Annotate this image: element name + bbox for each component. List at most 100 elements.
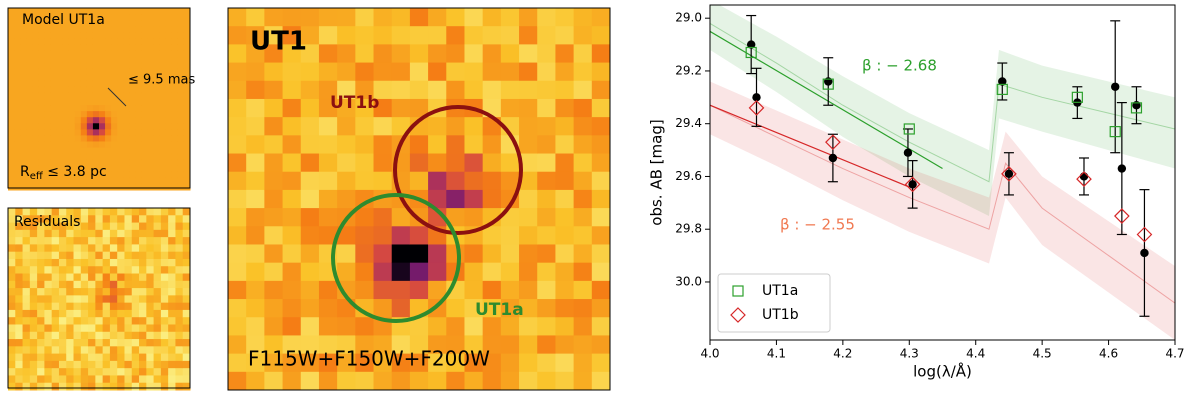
- pixel: [409, 80, 429, 100]
- pixel: [129, 20, 136, 27]
- pixel: [62, 92, 70, 100]
- pixel: [50, 8, 58, 15]
- pixel: [183, 8, 191, 15]
- pixel: [58, 208, 67, 216]
- pixel: [111, 117, 118, 124]
- pixel: [20, 129, 27, 136]
- pixel: [99, 56, 106, 64]
- pixel: [117, 165, 124, 173]
- pixel: [177, 8, 185, 15]
- pixel: [141, 129, 149, 136]
- pixel: [80, 159, 88, 167]
- pixel: [74, 111, 82, 118]
- pixel: [129, 147, 136, 155]
- pixel: [38, 123, 45, 130]
- pixel: [355, 62, 375, 82]
- pixel: [32, 153, 39, 161]
- pixel: [26, 68, 33, 76]
- pixel: [14, 56, 21, 64]
- pixel: [86, 165, 94, 173]
- pixel: [264, 317, 284, 336]
- pixel: [519, 371, 538, 391]
- pixel: [22, 215, 31, 224]
- pixel: [135, 44, 142, 51]
- pixel: [8, 38, 15, 45]
- pixel: [123, 165, 130, 173]
- pixel: [519, 98, 538, 118]
- pixel: [80, 302, 89, 311]
- pixel: [88, 295, 96, 304]
- pixel: [537, 98, 556, 118]
- pixel: [32, 92, 39, 100]
- pixel: [44, 153, 51, 161]
- pixel: [117, 105, 124, 112]
- pixel: [51, 346, 60, 355]
- x-tick-label: 4.6: [1099, 347, 1118, 361]
- pixel: [20, 74, 27, 82]
- pixel: [123, 177, 130, 185]
- pixel: [153, 62, 161, 70]
- pixel: [80, 208, 89, 216]
- pixel: [80, 360, 89, 369]
- pixel: [228, 153, 247, 173]
- data-point: [1140, 248, 1149, 258]
- pixel: [446, 80, 465, 100]
- pixel: [177, 177, 185, 185]
- pixel: [555, 371, 575, 391]
- pixel: [62, 159, 70, 167]
- pixel: [171, 62, 179, 70]
- pixel: [147, 86, 155, 94]
- pixel: [519, 317, 538, 336]
- pixel: [99, 20, 106, 27]
- pixel: [58, 251, 67, 260]
- pixel: [68, 129, 76, 136]
- pixel: [318, 208, 338, 227]
- pixel: [109, 295, 118, 304]
- pixel: [14, 68, 21, 76]
- pixel: [74, 56, 82, 64]
- pixel: [182, 353, 191, 362]
- pixel: [56, 153, 64, 161]
- pixel: [38, 86, 45, 94]
- pixel: [428, 317, 447, 336]
- pixel: [111, 177, 118, 185]
- pixel: [80, 324, 89, 333]
- pixel: [111, 183, 118, 191]
- pixel: [14, 99, 21, 106]
- pixel: [26, 14, 33, 21]
- pixel: [38, 111, 45, 118]
- pixel: [171, 14, 179, 21]
- pixel: [29, 324, 38, 333]
- pixel: [105, 147, 112, 155]
- pixel: [102, 288, 111, 296]
- pixel: [109, 266, 118, 275]
- pixel: [88, 309, 96, 318]
- pixel: [165, 8, 173, 15]
- pixel: [111, 20, 118, 27]
- pixel: [117, 237, 125, 245]
- pixel: [102, 295, 111, 304]
- pixel: [318, 62, 338, 82]
- pixel: [73, 251, 82, 260]
- pixel: [446, 8, 465, 27]
- pixel: [58, 273, 67, 282]
- pixel: [111, 123, 118, 130]
- pixel: [111, 80, 118, 88]
- pixel: [355, 117, 375, 136]
- pixel: [117, 99, 124, 106]
- pixel: [51, 382, 60, 391]
- pixel: [537, 8, 556, 27]
- pixel: [99, 123, 106, 130]
- pixel: [44, 295, 53, 304]
- pixel: [183, 44, 191, 51]
- pixel: [131, 244, 140, 253]
- pixel: [146, 346, 155, 355]
- pixel: [464, 8, 484, 27]
- pixel: [123, 56, 130, 64]
- pixel: [8, 215, 16, 224]
- pixel: [50, 86, 58, 94]
- pixel: [591, 317, 611, 336]
- pixel: [177, 26, 185, 33]
- legend-box: [717, 273, 831, 333]
- annotation: β : − 2.68: [862, 57, 937, 75]
